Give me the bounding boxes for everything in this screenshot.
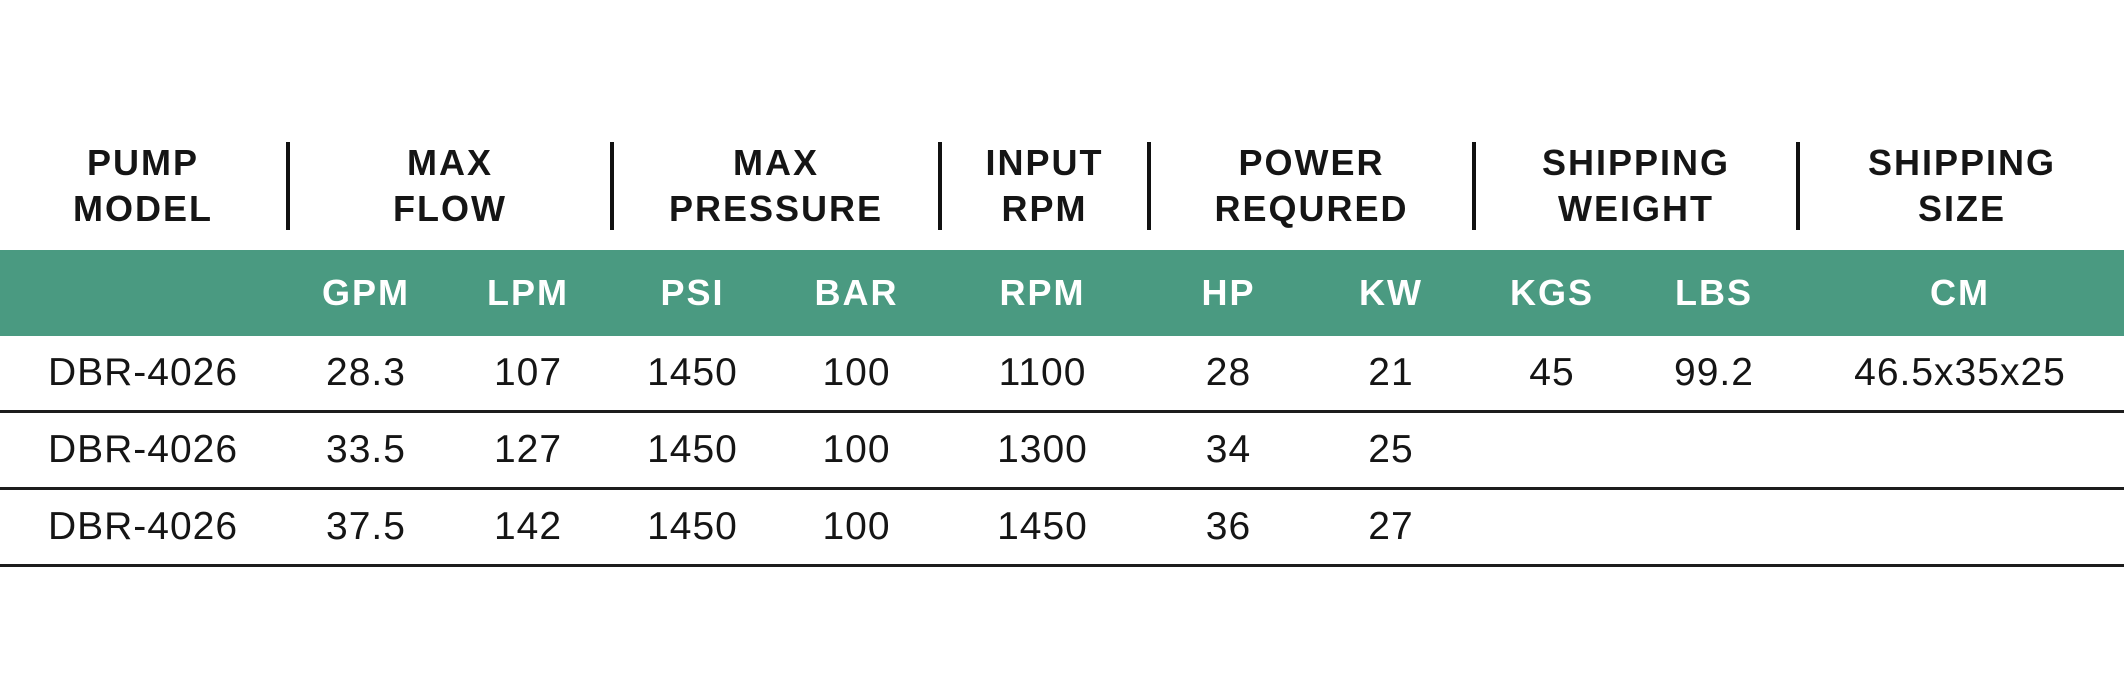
table-row: DBR-4026 37.5 142 1450 100 1450 36 27 (0, 490, 2124, 567)
cell-shipping-size: 46.5x35x25 (1854, 351, 2066, 394)
cell-lpm: 127 (493, 428, 563, 471)
header-line: WEIGHT (1558, 188, 1714, 229)
header-line: INPUT (985, 142, 1104, 183)
cell-kw: 25 (1368, 428, 1414, 471)
unit-label-rpm: RPM (999, 272, 1086, 313)
cell-psi: 1450 (647, 505, 738, 548)
header-line: MAX (733, 142, 819, 183)
header-line: PRESSURE (668, 188, 884, 229)
cell-rpm: 1450 (997, 505, 1088, 548)
cell-rpm: 1300 (997, 428, 1088, 471)
header-group-max-pressure: MAX PRESSURE (610, 142, 938, 230)
cell-hp: 34 (1205, 428, 1252, 471)
unit-label-kw: KW (1359, 272, 1423, 313)
unit-band: GPM LPM PSI BAR RPM HP KW KGS LBS CM (0, 250, 2124, 336)
header-line: SHIPPING (1867, 142, 2057, 183)
header-line: MAX (407, 142, 493, 183)
cell-model: DBR-4026 (47, 505, 239, 548)
cell-kw: 21 (1368, 351, 1414, 394)
cell-model: DBR-4026 (47, 428, 239, 471)
header-group-input-rpm: INPUT RPM (938, 142, 1147, 230)
cell-kw: 27 (1368, 505, 1414, 548)
header-line: SHIPPING (1541, 142, 1731, 183)
header-line: RPM (1001, 188, 1088, 229)
cell-gpm: 33.5 (326, 428, 406, 471)
header-line: SIZE (1917, 188, 2006, 229)
header-group-power-required: POWER REQURED (1147, 142, 1472, 230)
unit-label-lbs: LBS (1675, 272, 1753, 313)
header-group-pump-model: PUMP MODEL (0, 142, 286, 230)
cell-hp: 28 (1205, 351, 1252, 394)
cell-bar: 100 (822, 505, 891, 548)
unit-label-psi: PSI (660, 272, 725, 313)
cell-lpm: 107 (493, 351, 563, 394)
cell-bar: 100 (822, 351, 891, 394)
cell-gpm: 37.5 (326, 505, 406, 548)
cell-gpm: 28.3 (326, 351, 406, 394)
cell-psi: 1450 (647, 351, 738, 394)
cell-kgs: 45 (1529, 351, 1575, 394)
cell-rpm: 1100 (998, 351, 1087, 394)
header-line: POWER (1238, 142, 1385, 183)
table-row: DBR-4026 28.3 107 1450 100 1100 28 21 45… (0, 336, 2124, 413)
header-group-shipping-size: SHIPPING SIZE (1796, 142, 2124, 230)
header-line: REQURED (1214, 188, 1409, 229)
header-line: PUMP (86, 142, 199, 183)
unit-label-kgs: KGS (1509, 272, 1594, 313)
header-group-shipping-weight: SHIPPING WEIGHT (1472, 142, 1796, 230)
table-header-row: PUMP MODEL MAX FLOW MAX PRESSURE INPUT R… (0, 142, 2124, 230)
cell-model: DBR-4026 (47, 351, 239, 394)
header-group-max-flow: MAX FLOW (286, 142, 610, 230)
header-line: FLOW (393, 188, 507, 229)
header-line: MODEL (73, 188, 213, 229)
unit-label-bar: BAR (814, 272, 899, 313)
cell-lbs: 99.2 (1674, 351, 1754, 394)
unit-label-gpm: GPM (321, 272, 410, 313)
cell-bar: 100 (822, 428, 891, 471)
unit-label-lpm: LPM (487, 272, 569, 313)
table-row: DBR-4026 33.5 127 1450 100 1300 34 25 (0, 413, 2124, 490)
unit-label-cm: CM (1930, 272, 1990, 313)
cell-psi: 1450 (647, 428, 738, 471)
unit-label-hp: HP (1201, 272, 1256, 313)
cell-hp: 36 (1205, 505, 1252, 548)
cell-lpm: 142 (493, 505, 563, 548)
